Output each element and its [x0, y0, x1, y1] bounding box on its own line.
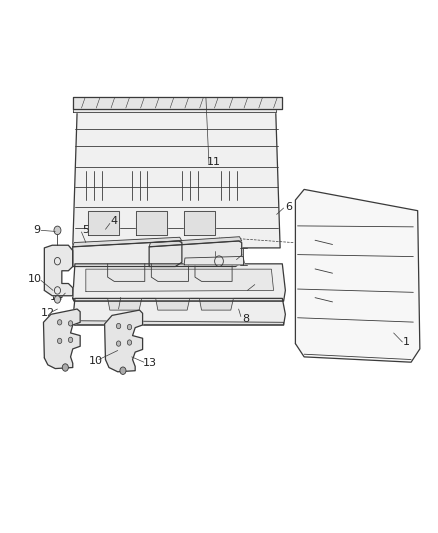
Polygon shape	[73, 104, 276, 112]
Polygon shape	[73, 237, 182, 247]
Polygon shape	[43, 309, 80, 368]
Polygon shape	[136, 211, 166, 235]
Text: 2: 2	[258, 280, 265, 289]
Polygon shape	[73, 321, 284, 325]
Text: 12: 12	[41, 308, 55, 318]
Polygon shape	[108, 298, 142, 310]
Text: 3: 3	[237, 257, 244, 267]
Text: 5: 5	[82, 225, 89, 236]
Polygon shape	[184, 256, 244, 265]
Text: 9: 9	[33, 225, 40, 236]
Circle shape	[68, 337, 73, 343]
Polygon shape	[73, 298, 284, 301]
Circle shape	[62, 364, 68, 371]
Text: 1: 1	[403, 337, 410, 347]
Polygon shape	[73, 98, 283, 109]
Polygon shape	[44, 245, 73, 296]
Polygon shape	[155, 298, 190, 310]
Circle shape	[57, 320, 62, 325]
Polygon shape	[86, 269, 274, 292]
Circle shape	[54, 226, 61, 235]
Text: 8: 8	[243, 313, 250, 324]
Text: 10: 10	[28, 274, 42, 284]
Text: 11: 11	[207, 157, 221, 167]
Circle shape	[127, 340, 132, 345]
Circle shape	[57, 338, 62, 344]
Polygon shape	[149, 241, 242, 266]
Text: 10: 10	[88, 356, 102, 366]
Polygon shape	[149, 237, 242, 247]
Polygon shape	[88, 211, 119, 235]
Circle shape	[117, 324, 121, 329]
Circle shape	[120, 367, 126, 374]
Polygon shape	[199, 298, 233, 310]
Polygon shape	[295, 189, 420, 362]
Text: 13: 13	[143, 358, 157, 368]
Polygon shape	[105, 310, 143, 372]
Text: 4: 4	[111, 216, 118, 227]
Circle shape	[54, 296, 60, 303]
Circle shape	[127, 325, 132, 330]
Text: 7: 7	[215, 244, 223, 253]
Polygon shape	[73, 264, 286, 301]
Text: 6: 6	[286, 202, 292, 212]
Circle shape	[117, 341, 121, 346]
Circle shape	[68, 321, 73, 326]
Text: 14: 14	[119, 292, 133, 302]
Polygon shape	[73, 298, 286, 325]
Polygon shape	[73, 112, 280, 248]
Polygon shape	[73, 241, 182, 266]
Polygon shape	[184, 211, 215, 235]
Text: 14: 14	[49, 292, 64, 302]
